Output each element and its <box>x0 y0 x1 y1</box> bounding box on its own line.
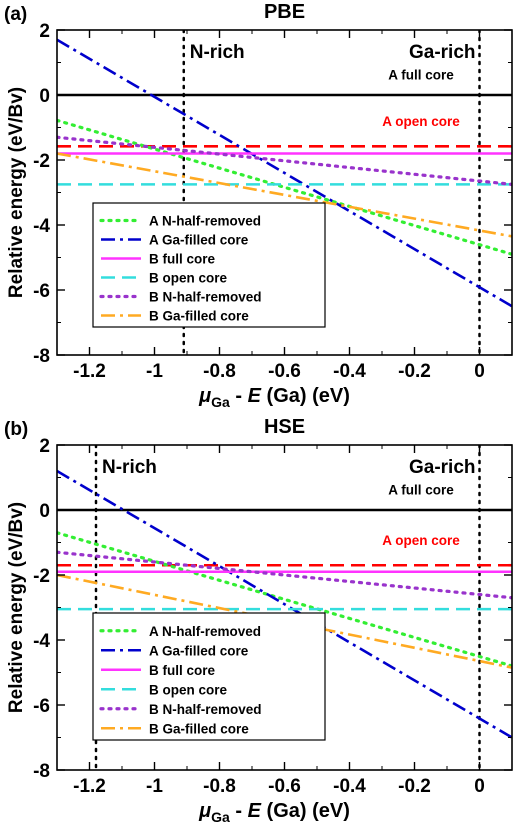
y-tick-label-5: 2 <box>39 436 50 457</box>
legend-label-4: B N-half-removed <box>149 290 262 305</box>
y-tick-label-4: 0 <box>39 86 50 107</box>
x-tick-label-3: -0.6 <box>268 776 301 797</box>
x-tick-label-6: 0 <box>474 361 485 382</box>
inline-series-label-0: A full core <box>388 483 454 498</box>
legend-label-5: B Ga-filled core <box>149 309 249 324</box>
x-axis-label: μGa - E (Ga) (eV) <box>198 385 350 410</box>
legend-box <box>92 612 326 741</box>
legend-label-2: B full core <box>149 252 216 267</box>
series-line-6 <box>57 550 512 600</box>
vline-label-0: N-rich <box>102 457 157 478</box>
series-line-6 <box>57 135 512 186</box>
y-tick-label-1: -6 <box>33 281 50 302</box>
inline-series-label-1: A open core <box>382 533 460 548</box>
series-line-3 <box>57 469 512 739</box>
x-tick-label-5: -0.2 <box>398 361 431 382</box>
inline-series-label-1: A open core <box>382 114 460 129</box>
x-tick-label-4: -0.4 <box>333 361 366 382</box>
series-line-2 <box>57 531 512 668</box>
x-axis-label-e: E <box>248 385 262 407</box>
inline-series-label-0: A full core <box>388 68 454 83</box>
y-tick-label-3: -2 <box>33 566 50 587</box>
y-tick-label-0: -8 <box>33 346 50 367</box>
legend-label-0: A N-half-removed <box>149 214 261 229</box>
x-axis-label-mu: μ <box>198 385 211 407</box>
x-tick-label-1: -1 <box>146 361 163 382</box>
panel-label: (a) <box>4 4 27 25</box>
series-line-7 <box>57 573 512 669</box>
legend-label-4: B N-half-removed <box>149 702 262 717</box>
legend-label-3: B open core <box>149 271 228 286</box>
x-axis-label-sub: Ga <box>211 809 230 825</box>
vline-label-1: Ga-rich <box>409 42 476 63</box>
legend-label-5: B Ga-filled core <box>149 721 249 736</box>
chart-title: HSE <box>264 416 305 438</box>
vline-label-0: N-rich <box>190 42 245 63</box>
x-axis-label-sub: Ga <box>211 394 230 410</box>
x-tick-label-0: -1.2 <box>73 776 106 797</box>
legend-label-1: A Ga-filled core <box>149 233 249 248</box>
x-axis-label-mid: - <box>230 385 248 407</box>
x-axis-label-e: E <box>248 800 262 822</box>
legend-label-2: B full core <box>149 663 216 678</box>
y-axis-label: Relative energy (eV/Bv) <box>6 502 27 713</box>
series-line-2 <box>57 118 512 256</box>
x-axis-label-mu: μ <box>198 800 211 822</box>
plot-area <box>57 30 512 355</box>
x-tick-label-2: -0.8 <box>203 776 236 797</box>
y-tick-label-4: 0 <box>39 501 50 522</box>
x-tick-label-1: -1 <box>146 776 163 797</box>
legend-label-3: B open core <box>149 682 228 697</box>
y-tick-label-1: -6 <box>33 696 50 717</box>
x-axis-label-rest: (Ga) (eV) <box>261 800 350 822</box>
x-tick-label-5: -0.2 <box>398 776 431 797</box>
legend-label-0: A N-half-removed <box>149 624 261 639</box>
x-tick-label-2: -0.8 <box>203 361 236 382</box>
chart-panel-1: (b) HSE N-rich Ga-rich A full core A open cor… <box>4 416 513 825</box>
plot-area <box>57 445 512 770</box>
y-tick-label-3: -2 <box>33 151 50 172</box>
chart-title: PBE <box>264 1 305 23</box>
x-axis-label: μGa - E (Ga) (eV) <box>198 800 350 825</box>
panel-label: (b) <box>4 419 28 440</box>
legend-box <box>92 202 326 328</box>
legend-label-1: A Ga-filled core <box>149 643 249 658</box>
series-line-7 <box>57 152 512 238</box>
vline-label-1: Ga-rich <box>409 457 476 478</box>
x-axis-label-mid: - <box>230 800 248 822</box>
y-tick-label-0: -8 <box>33 761 50 782</box>
y-tick-label-2: -4 <box>33 631 50 652</box>
y-tick-label-5: 2 <box>39 21 50 42</box>
series-line-3 <box>57 38 512 308</box>
chart-panel-0: (a) PBE N-rich Ga-rich A full core A open cor… <box>4 1 513 410</box>
x-tick-label-4: -0.4 <box>333 776 366 797</box>
y-tick-label-2: -4 <box>33 216 50 237</box>
x-axis-label-rest: (Ga) (eV) <box>261 385 350 407</box>
y-axis-label: Relative energy (eV/Bv) <box>6 87 27 298</box>
x-tick-label-6: 0 <box>474 776 485 797</box>
x-tick-label-3: -0.6 <box>268 361 301 382</box>
x-tick-label-0: -1.2 <box>73 361 106 382</box>
